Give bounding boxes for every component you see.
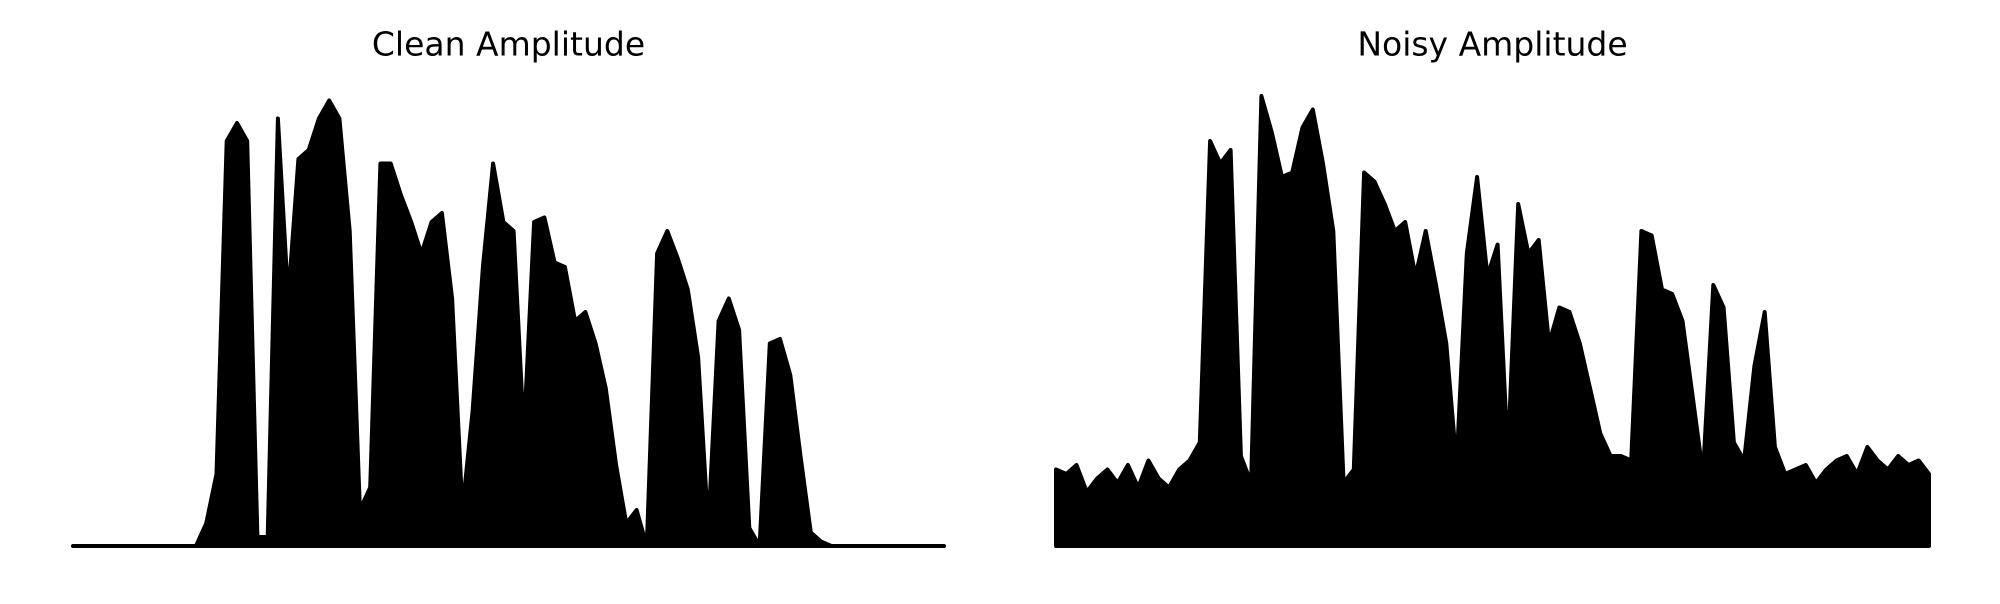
- amplitude-area: [1054, 94, 1931, 548]
- chart-title: Clean Amplitude: [372, 25, 645, 64]
- chart-title: Noisy Amplitude: [1357, 25, 1627, 64]
- amplitude-area: [71, 98, 946, 548]
